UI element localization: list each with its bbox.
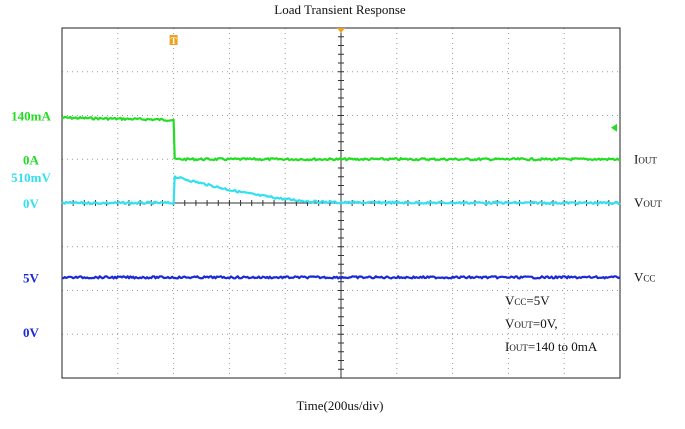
trigger-position-caret — [337, 28, 345, 33]
channel-name-label: VCC — [634, 269, 655, 284]
level-label: 5V — [23, 270, 40, 285]
trace-labels: 140mA 0A IOUT 510mV 0V VOUT 5V 0V VCC — [11, 109, 662, 341]
channel-name-label: IOUT — [634, 151, 657, 166]
annotations: VCC=5V VOUT=0V, IOUT=140 to 0mA — [505, 293, 598, 354]
annotation-line: VOUT=0V, — [505, 316, 558, 331]
level-label: 510mV — [11, 170, 51, 185]
x-axis-label: Time(200us/div) — [297, 398, 384, 413]
annotation-line: VCC=5V — [505, 293, 550, 308]
channel-offset-arrow — [611, 123, 617, 132]
markers: T — [169, 28, 617, 132]
channel-name-label: VOUT — [634, 195, 662, 210]
trace-vcc — [61, 275, 621, 280]
trace-iout — [61, 115, 621, 162]
level-label: 0V — [23, 196, 40, 211]
trace-vout — [61, 175, 621, 206]
trigger-marker-label: T — [171, 36, 177, 46]
chart-title: Load Transient Response — [274, 2, 406, 17]
trigger-marker — [169, 35, 178, 45]
traces — [61, 115, 621, 280]
level-label: 140mA — [11, 109, 51, 124]
level-label: 0V — [23, 325, 40, 340]
annotation-line: IOUT=140 to 0mA — [505, 339, 598, 354]
level-label: 0A — [23, 152, 40, 167]
